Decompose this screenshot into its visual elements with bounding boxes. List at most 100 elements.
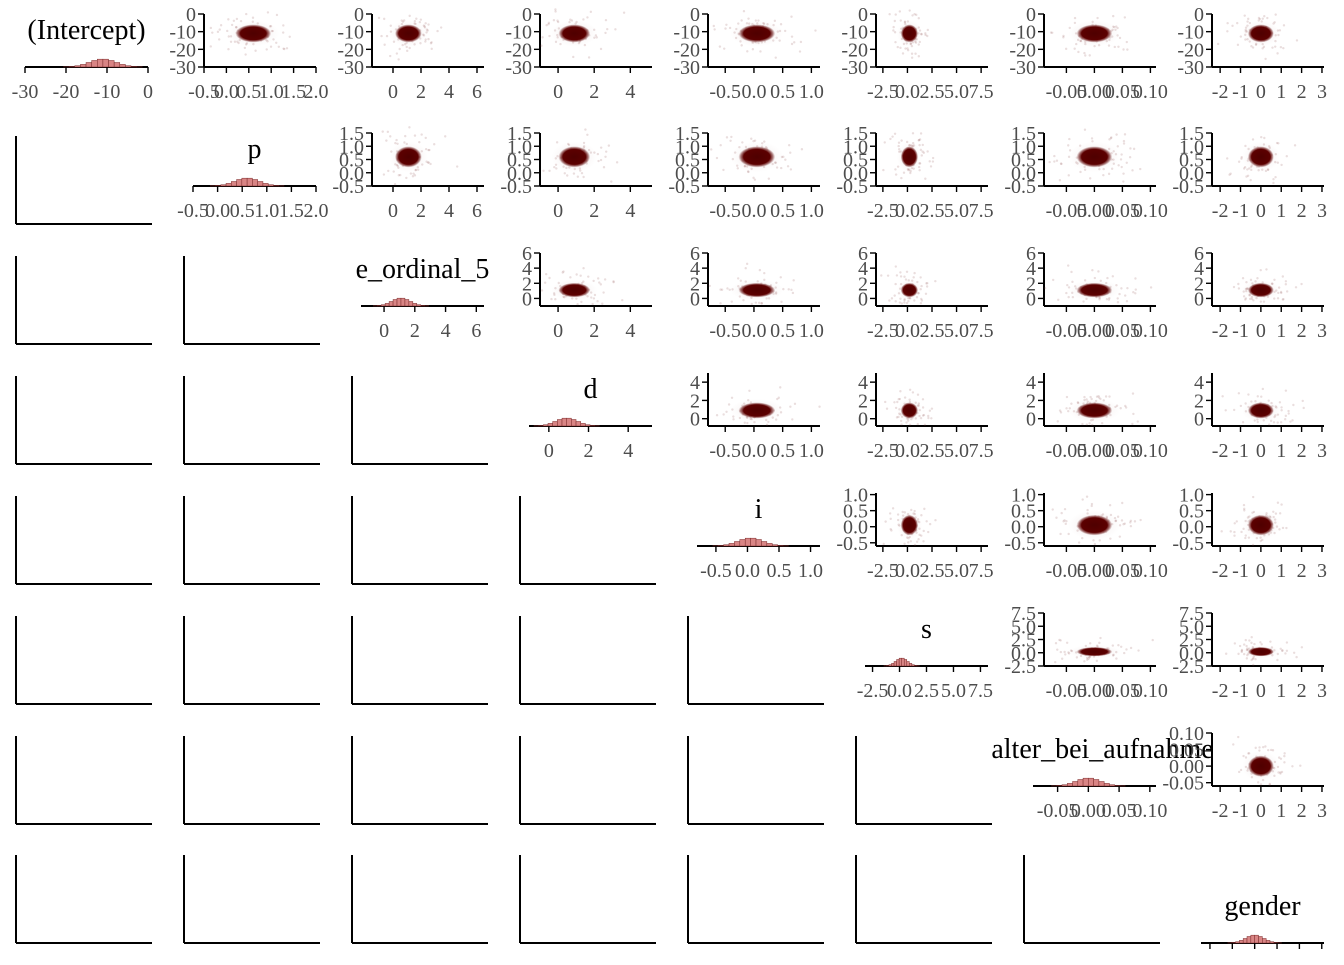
scatter-point [1276,142,1278,144]
scatter-point [1226,30,1228,32]
hist-bar [548,423,553,426]
scatter-point [740,44,742,46]
scatter-point [244,47,246,49]
scatter-point [904,47,906,49]
scatter-point [818,406,820,408]
panel-3-2 [352,376,488,464]
hist-bar [571,419,576,426]
scatter-point [283,48,285,50]
scatter-point [1282,527,1284,529]
x-tick-label: 0.0 [741,440,766,462]
scatter-point [917,394,919,396]
scatter-point [612,280,614,282]
scatter-cloud [901,515,918,536]
scatter-point [1122,523,1124,525]
scatter-point [902,52,904,54]
scatter-point [776,398,778,400]
hist-bar [567,418,572,426]
hist-bar [1243,938,1247,943]
scatter-point [1109,504,1111,506]
scatter-point [1122,48,1124,50]
hist-bar [417,305,421,306]
scatter-point [1134,292,1136,294]
x-tick-label: 0.05 [1102,800,1137,822]
scatter-point [394,183,396,185]
scatter-point [1094,543,1096,545]
scatter-point [1123,140,1125,142]
scatter-point [934,280,936,282]
scatter-point [385,139,387,141]
scatter-point [1280,406,1282,408]
x-tick-label: 2 [410,320,420,342]
y-tick-label: -30 [337,57,364,79]
x-tick-label: 1.0 [254,200,279,222]
scatter-point [1244,145,1246,147]
scatter-point [1115,657,1117,659]
scatter-point [580,301,582,303]
x-tick-label: 1 [1276,81,1286,103]
x-tick-label: 6 [471,320,481,342]
diag-title: i [755,494,763,525]
scatter-cloud [558,283,590,298]
scatter-point [897,513,899,515]
scatter-point [380,35,382,37]
scatter-point [923,530,925,532]
scatter-point [1060,512,1062,514]
scatter-point [1117,301,1119,303]
scatter-point [1062,520,1064,522]
scatter-point [1125,648,1127,650]
scatter-point [912,276,914,278]
hist-bar [912,665,915,666]
scatter-point [780,276,782,278]
scatter-point [759,269,761,271]
hist-bar [1109,785,1114,786]
scatter-point [414,134,416,136]
scatter-point [1272,182,1274,184]
x-tick-label: 1.0 [799,320,824,342]
scatter-point [1081,498,1083,500]
scatter-point [1302,400,1304,402]
scatter-point [731,300,733,302]
hist-bar [237,179,242,186]
scatter-point [218,38,220,40]
scatter-point [396,52,398,54]
scatter-cloud [1248,756,1274,777]
scatter-point [1098,396,1100,398]
scatter-point [1150,286,1152,288]
scatter-point [784,30,786,32]
scatter-point [927,415,929,417]
scatter-cloud [1076,146,1112,167]
scatter-point [892,26,894,28]
scatter-point [1264,745,1266,747]
scatter-point [722,169,724,171]
scatter-point [210,27,212,29]
y-tick-label: -0.5 [1172,176,1204,198]
x-tick-label: 0 [553,200,563,222]
scatter-point [399,174,401,176]
hist-bar [724,545,729,546]
scatter-point [1240,405,1242,407]
scatter-point [1244,537,1246,539]
scatter-point [892,507,894,509]
hist-bar [909,663,912,666]
hist-bar [897,659,900,666]
scatter-point [927,29,929,31]
scatter-point [548,170,550,172]
scatter-cloud [1248,24,1274,42]
hist-bar [1078,779,1083,786]
scatter-point [1126,287,1128,289]
x-tick-label: 0.00 [1071,800,1106,822]
x-tick-label: 1 [1276,560,1286,582]
scatter-point [721,289,723,291]
scatter-point [1250,642,1252,644]
scatter-point [1121,502,1123,504]
scatter-point [1130,525,1132,527]
x-tick-label: -2 [1212,800,1229,822]
scatter-point [408,47,410,49]
y-tick-label: 0 [1194,409,1204,431]
scatter-cloud [1248,146,1274,167]
